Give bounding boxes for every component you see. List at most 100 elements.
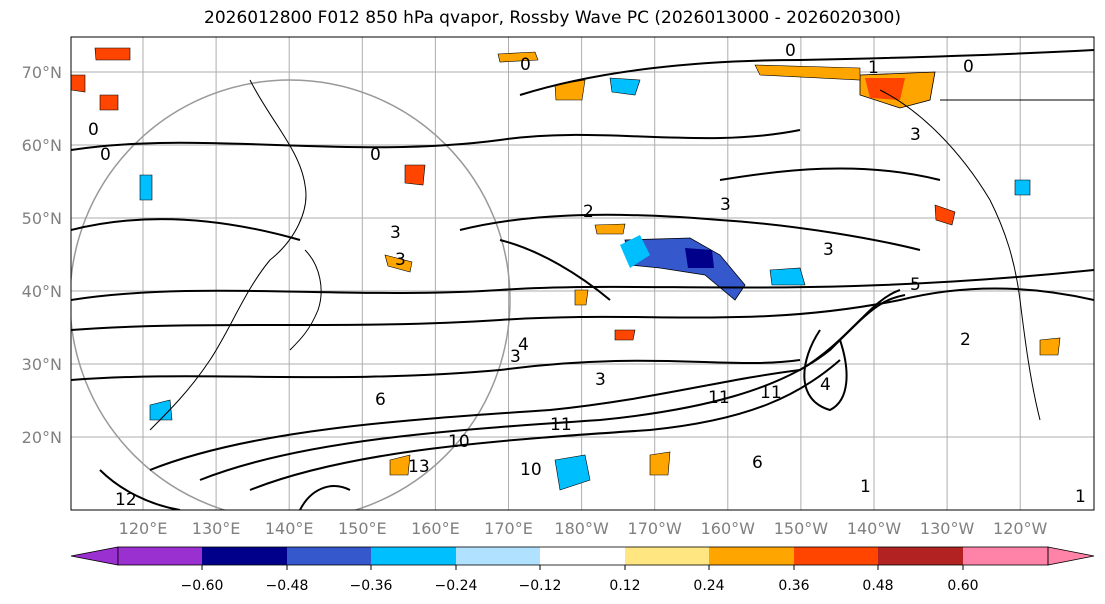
colorbar-segment xyxy=(456,547,540,565)
anomaly-patch xyxy=(609,77,641,96)
anomaly-patch xyxy=(620,235,650,268)
contour-label: 3 xyxy=(390,223,401,243)
lon-label: 120°W xyxy=(993,519,1048,538)
qvapor-anomaly-patches xyxy=(71,47,1061,491)
contour-label: 10 xyxy=(520,460,542,480)
lat-label: 50°N xyxy=(22,209,62,228)
map-background xyxy=(71,37,1094,510)
anomaly-patch xyxy=(594,223,626,235)
anomaly-patch xyxy=(1039,337,1061,356)
lon-label: 150°E xyxy=(338,519,387,538)
anomaly-patch xyxy=(99,94,119,111)
reference-circle xyxy=(71,79,511,510)
lat-label: 30°N xyxy=(22,355,62,374)
colorbar-tick-label: 0.60 xyxy=(947,578,978,594)
contour-label: 0 xyxy=(963,57,974,77)
anomaly-patch xyxy=(94,47,131,61)
anomaly-patch xyxy=(389,454,411,476)
colorbar-segment xyxy=(540,547,625,565)
lon-label: 130°E xyxy=(192,519,241,538)
colorbar-segment xyxy=(709,547,794,565)
map-panel: 0 0 0 0 1 0 0 3 2 3 3 3 4 3 6 11 11 10 1… xyxy=(70,36,1095,511)
contour-label: 12 xyxy=(115,490,137,510)
lat-label: 70°N xyxy=(22,63,62,82)
page-title: 2026012800 F012 850 hPa qvapor, Rossby W… xyxy=(204,8,901,28)
colorbar-extend-low xyxy=(70,546,119,566)
contour-label: 1 xyxy=(1075,487,1086,507)
anomaly-patch xyxy=(497,51,539,63)
colorbar-segment xyxy=(202,547,287,565)
colorbar-extend-high xyxy=(1047,546,1095,566)
anomaly-patch xyxy=(404,164,426,186)
lat-label: 60°N xyxy=(22,136,62,155)
contour-label: 6 xyxy=(375,390,386,410)
lon-label: 170°E xyxy=(484,519,533,538)
colorbar-tick-label: 0.12 xyxy=(609,578,640,594)
lon-label: 140°W xyxy=(847,519,902,538)
lon-label: 150°W xyxy=(774,519,829,538)
anomaly-patch xyxy=(754,64,861,81)
anomaly-patch xyxy=(614,329,636,341)
coastlines xyxy=(149,79,1094,431)
contour-label: 0 xyxy=(520,55,531,75)
contour-label: 3 xyxy=(910,125,921,145)
contour-label: 4 xyxy=(820,375,831,395)
colorbar-segment xyxy=(371,547,456,565)
contour-label: 2 xyxy=(583,202,594,222)
lon-label: 180°W xyxy=(554,519,609,538)
contour-label: 1 xyxy=(868,58,879,78)
anomaly-patch xyxy=(624,237,746,301)
contour-label: 0 xyxy=(370,145,381,165)
colorbar-segment xyxy=(963,547,1048,565)
colorbar-segment xyxy=(287,547,371,565)
contour-label: 3 xyxy=(395,250,406,270)
anomaly-patch xyxy=(71,74,86,93)
colorbar-tick-label: −0.36 xyxy=(350,578,393,594)
colorbar-tick-label: −0.12 xyxy=(519,578,562,594)
lon-label: 140°E xyxy=(265,519,314,538)
contour-label: 3 xyxy=(823,240,834,260)
anomaly-patch xyxy=(685,248,714,268)
anomaly-patch xyxy=(649,451,671,476)
map-frame xyxy=(70,36,1095,511)
contour-label: 5 xyxy=(910,275,921,295)
contour-label: 6 xyxy=(752,453,763,473)
contour-label: 11 xyxy=(760,383,782,403)
contour-label: 3 xyxy=(720,195,731,215)
contour-label: 13 xyxy=(408,457,430,477)
anomaly-patch xyxy=(1014,179,1031,196)
longitude-labels: 120°E 130°E 140°E 150°E 160°E 170°E 180°W 170°W… xyxy=(119,519,1048,538)
contour-label: 3 xyxy=(510,347,521,367)
lon-label: 170°W xyxy=(628,519,683,538)
colorbar-ticks: −0.60 −0.48 −0.36 −0.24 −0.12 0.12 0.24 0.36 0.4… xyxy=(181,565,979,594)
anomaly-patch xyxy=(139,174,153,201)
colorbar-tick-label: 0.48 xyxy=(862,578,893,594)
colorbar-tick-label: 0.36 xyxy=(778,578,809,594)
anomaly-patch xyxy=(384,254,413,273)
anomaly-patch xyxy=(554,79,586,101)
colorbar-segment xyxy=(625,547,709,565)
contour-label: 10 xyxy=(448,432,470,452)
colorbar-segment xyxy=(794,547,878,565)
contour-label: 0 xyxy=(88,120,99,140)
anomaly-patch xyxy=(149,399,173,421)
contour-label: 0 xyxy=(785,41,796,61)
colorbar xyxy=(70,546,1095,566)
contour-label: 0 xyxy=(100,145,111,165)
contour-label: 1 xyxy=(860,477,871,497)
contour-label: 2 xyxy=(960,330,971,350)
colorbar-tick-label: 0.24 xyxy=(693,578,724,594)
lat-label: 40°N xyxy=(22,282,62,301)
lon-label: 130°W xyxy=(920,519,975,538)
latitude-labels: 70°N 60°N 50°N 40°N 30°N 20°N xyxy=(22,63,62,447)
contour-labels: 0 0 0 0 1 0 0 3 2 3 3 3 4 3 6 11 11 10 1… xyxy=(88,41,1086,510)
colorbar-segment xyxy=(118,547,202,565)
lon-label: 120°E xyxy=(119,519,168,538)
anomaly-patch xyxy=(769,267,806,286)
anomaly-patch xyxy=(865,78,905,100)
contour-label: 11 xyxy=(550,415,572,435)
contour-label: 3 xyxy=(595,370,606,390)
contour-label: 4 xyxy=(518,335,529,355)
anomaly-patch xyxy=(934,204,956,226)
